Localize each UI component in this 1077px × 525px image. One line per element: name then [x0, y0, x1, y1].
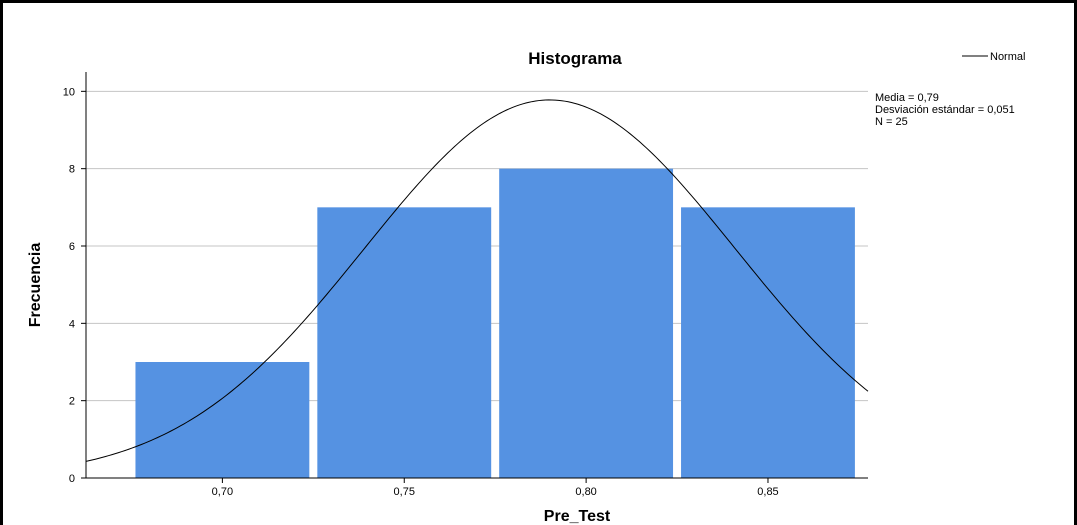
y-tick-label: 8 [69, 164, 75, 176]
x-axis-title: Pre_Test [544, 508, 611, 525]
stats-n: N = 25 [875, 116, 908, 128]
x-tick-label: 0,70 [212, 486, 233, 498]
legend: Normal [962, 51, 1025, 63]
y-tick-label: 2 [69, 396, 75, 408]
y-tick-label: 10 [63, 86, 75, 98]
y-tick-label: 4 [69, 318, 75, 330]
stats-box: Media = 0,79 Desviación estándar = 0,051… [875, 92, 1015, 128]
stats-sd: Desviación estándar = 0,051 [875, 104, 1015, 116]
y-ticks: 0 2 4 6 8 10 [63, 86, 86, 485]
histogram-bar [135, 362, 310, 478]
stats-mean: Media = 0,79 [875, 92, 939, 104]
histogram-bar [681, 207, 855, 479]
axes [85, 72, 868, 479]
y-tick-label: 0 [69, 473, 75, 485]
x-ticks: 0,70 0,75 0,80 0,85 [212, 478, 779, 498]
bars [135, 168, 855, 479]
y-axis-title: Frecuencia [27, 243, 44, 328]
x-tick-label: 0,85 [757, 486, 778, 498]
y-tick-label: 6 [69, 241, 75, 253]
x-tick-label: 0,75 [394, 486, 415, 498]
histogram-bar [499, 168, 674, 478]
chart-title: Histograma [528, 49, 622, 68]
histogram-bar [317, 207, 492, 479]
legend-label-normal: Normal [990, 51, 1025, 63]
x-tick-label: 0,80 [575, 486, 596, 498]
normal-curve [85, 99, 869, 462]
